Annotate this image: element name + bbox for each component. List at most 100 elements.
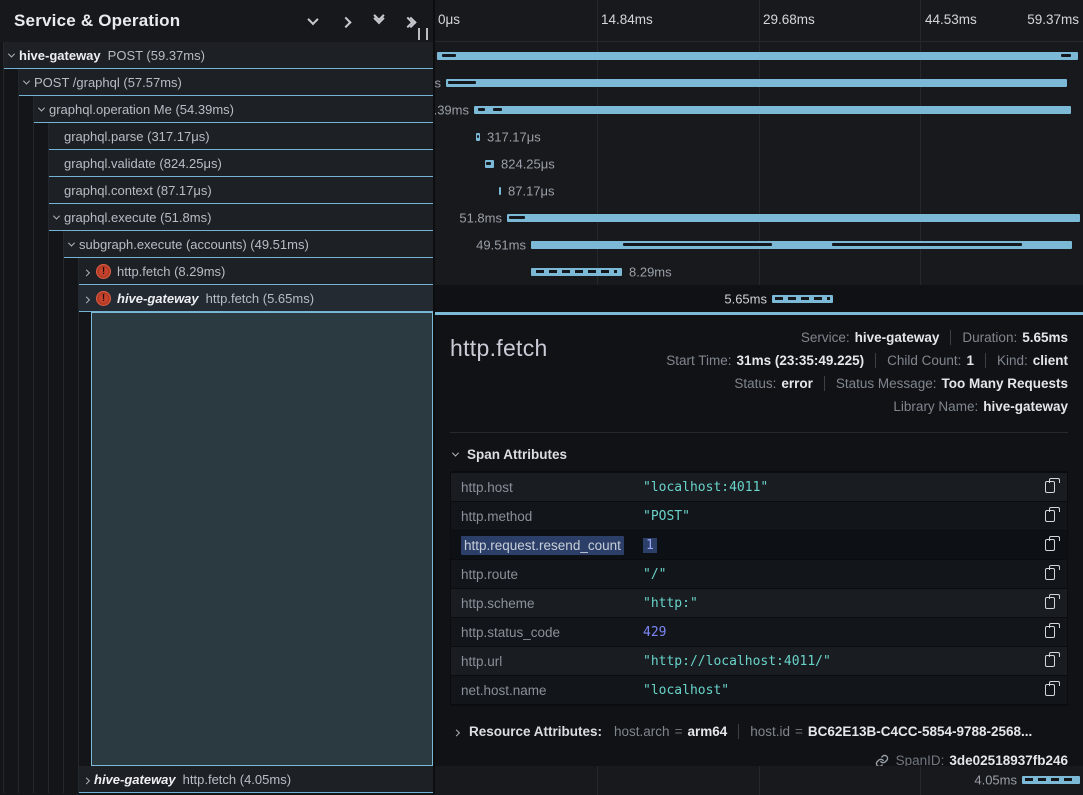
tree-row[interactable]: graphql.context (87.17μs) <box>0 177 433 204</box>
duration-label: 49.51ms <box>476 237 526 252</box>
span-attributes-table: http.host "localhost:4011" http.method "… <box>450 471 1068 706</box>
span-bar[interactable] <box>531 268 622 276</box>
attribute-row[interactable]: http.request.resend_count 1 <box>451 531 1067 559</box>
divider <box>875 353 876 368</box>
tree-row[interactable]: hive-gateway http.fetch (5.65ms) <box>0 285 433 312</box>
tree-row[interactable]: graphql.execute (51.8ms) <box>0 204 433 231</box>
indent-guides <box>0 177 49 204</box>
copy-button[interactable] <box>1033 684 1067 696</box>
attribute-row[interactable]: net.host.name "localhost" <box>451 676 1067 704</box>
span-bar[interactable] <box>772 295 833 303</box>
expand-chevron-icon[interactable] <box>4 53 19 58</box>
copy-button[interactable] <box>1033 568 1067 580</box>
timeline-row: 4.05ms <box>435 766 1083 793</box>
meta-label: Child Count: <box>887 353 961 368</box>
indent-guides <box>0 150 49 177</box>
meta-label: Status: <box>734 376 776 391</box>
timeline-row: 824.25μs <box>435 150 1083 177</box>
tree-row[interactable]: hive-gateway POST (59.37ms) <box>0 42 433 69</box>
meta-label: Start Time: <box>666 353 731 368</box>
link-icon[interactable] <box>875 754 889 767</box>
copy-button[interactable] <box>1033 481 1067 493</box>
resource-value: arm64 <box>687 724 727 739</box>
expand-chevron-icon[interactable] <box>79 296 94 301</box>
attribute-key: http.scheme <box>451 596 643 611</box>
span-bar[interactable] <box>485 160 494 168</box>
attribute-row[interactable]: http.url "http://localhost:4011/" <box>451 647 1067 675</box>
attribute-row[interactable]: http.route "/" <box>451 560 1067 588</box>
span-attributes-header[interactable]: Span Attributes <box>450 432 1068 462</box>
operation-label: http.fetch (8.29ms) <box>117 264 225 279</box>
expand-chevron-icon[interactable] <box>64 242 79 247</box>
resource-attributes-items: host.arch=arm64host.id=BC62E13B-C4CC-585… <box>614 724 1032 739</box>
expand-chevron-icon[interactable] <box>79 269 94 274</box>
tree-row[interactable]: subgraph.execute (accounts) (49.51ms) <box>0 231 433 258</box>
copy-button[interactable] <box>1033 655 1067 667</box>
attribute-value: 1 <box>643 538 1033 553</box>
operation-label: graphql.operation Me (54.39ms) <box>49 102 234 117</box>
tree-row[interactable]: POST /graphql (57.57ms) <box>0 69 433 96</box>
timeline-row <box>435 42 1083 69</box>
duration-label: 57.57ms <box>435 75 441 90</box>
meta-label: Library Name: <box>893 399 978 414</box>
attribute-key: http.status_code <box>451 625 643 640</box>
copy-icon <box>1045 481 1055 493</box>
attribute-row[interactable]: http.scheme "http:" <box>451 589 1067 617</box>
span-bar[interactable] <box>499 187 501 195</box>
tree-row[interactable]: graphql.validate (824.25μs) <box>0 150 433 177</box>
attribute-row[interactable]: http.host "localhost:4011" <box>451 473 1067 501</box>
meta-row: Start Time:31ms (23:35:49.225)Child Coun… <box>666 350 1068 370</box>
expand-chevron-icon[interactable] <box>79 777 94 782</box>
expand-chevron-icon[interactable] <box>19 80 34 85</box>
trace-viewer: Service & Operation hive-gateway POST (5… <box>0 0 1083 795</box>
resource-key: host.id <box>750 724 790 739</box>
selected-span-region <box>0 312 433 766</box>
span-bar[interactable] <box>476 133 480 141</box>
attribute-value: 429 <box>643 625 1033 640</box>
expand-chevron-icon[interactable] <box>49 215 64 220</box>
operation-label: graphql.context (87.17μs) <box>64 183 212 198</box>
chevron-right-icon <box>453 729 460 736</box>
duration-label: 5.65ms <box>724 291 767 306</box>
indent-guides <box>0 204 49 231</box>
timeline-row: 317.17μs <box>435 123 1083 150</box>
duration-label: 317.17μs <box>487 129 541 144</box>
span-bar[interactable] <box>446 79 1067 87</box>
equals-sign: = <box>795 724 803 739</box>
resource-attributes-row[interactable]: Resource Attributes: host.arch=arm64host… <box>450 718 1068 744</box>
span-bar[interactable] <box>507 214 1080 222</box>
duration-label: 4.05ms <box>974 772 1017 787</box>
tree-row[interactable]: http.fetch (8.29ms) <box>0 258 433 285</box>
indent-guides <box>0 96 34 123</box>
tree-row[interactable]: graphql.operation Me (54.39ms) <box>0 96 433 123</box>
span-bar[interactable] <box>531 241 1072 249</box>
span-bar[interactable] <box>437 52 1078 60</box>
copy-button[interactable] <box>1033 510 1067 522</box>
chevron-down-icon[interactable] <box>300 8 326 34</box>
timeline-row: 49.51ms <box>435 231 1083 258</box>
span-name-title: http.fetch <box>450 327 548 362</box>
attribute-key: http.host <box>451 480 643 495</box>
divider <box>950 330 951 345</box>
panel-title: Service & Operation <box>14 11 293 31</box>
attribute-row[interactable]: http.status_code 429 <box>451 618 1067 646</box>
expand-chevron-icon[interactable] <box>34 107 49 112</box>
chevron-right-icon[interactable] <box>333 8 359 34</box>
copy-button[interactable] <box>1033 539 1067 551</box>
span-bar[interactable] <box>1022 776 1080 784</box>
attribute-value: "POST" <box>643 509 1033 524</box>
copy-button[interactable] <box>1033 597 1067 609</box>
meta-value: hive-gateway <box>855 330 940 345</box>
copy-button[interactable] <box>1033 626 1067 638</box>
event-dashes <box>536 270 618 273</box>
duration-label: 51.8ms <box>459 210 502 225</box>
tree-row[interactable]: hive-gateway http.fetch (4.05ms) <box>0 766 433 793</box>
timeline-row: 5.65ms <box>435 285 1083 312</box>
panel-resize-handle[interactable] <box>418 28 428 40</box>
attribute-row[interactable]: http.method "POST" <box>451 502 1067 530</box>
span-detail-panel: http.fetch Service:hive-gatewayDuration:… <box>435 312 1083 766</box>
meta-label: Service: <box>801 330 850 345</box>
double-chevron-down-icon[interactable] <box>366 8 392 34</box>
span-bar[interactable] <box>474 106 1071 114</box>
tree-row[interactable]: graphql.parse (317.17μs) <box>0 123 433 150</box>
